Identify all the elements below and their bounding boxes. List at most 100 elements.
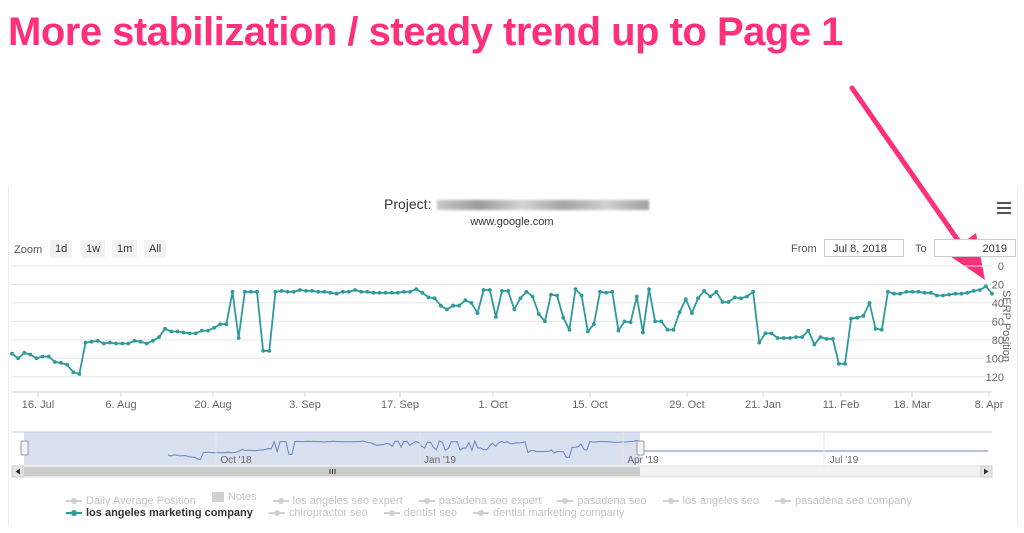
data-point — [561, 315, 566, 320]
zoom-1w-button[interactable]: 1w — [81, 240, 106, 258]
legend-item[interactable]: chiropractor seo — [268, 507, 368, 519]
data-point — [169, 329, 174, 334]
data-point — [487, 288, 492, 292]
from-date-input[interactable]: Jul 8, 2018 — [824, 239, 904, 257]
zoom-1d-button[interactable]: 1d — [50, 240, 73, 258]
y-axis-title: SERP Position — [1000, 290, 1012, 362]
data-point — [108, 340, 112, 345]
data-point — [634, 294, 639, 299]
zoom-all-button[interactable]: All — [144, 240, 167, 258]
data-point — [65, 362, 69, 367]
legend-item[interactable]: los angeles marketing company — [66, 507, 253, 519]
legend-row-1: Daily Average Position Notes los angeles s… — [66, 491, 928, 507]
data-point — [543, 319, 547, 324]
data-point — [977, 288, 982, 292]
legend-label: Daily Average Position — [86, 495, 196, 507]
navigator-series — [167, 439, 641, 460]
data-point — [218, 322, 223, 327]
data-point — [291, 289, 296, 294]
data-point — [83, 340, 88, 345]
project-name-redacted — [437, 200, 650, 211]
legend-line-icon — [775, 498, 792, 504]
data-point — [230, 289, 235, 294]
legend-line-icon — [557, 498, 574, 504]
data-point — [457, 303, 461, 308]
hamburger-menu-icon[interactable] — [997, 202, 1011, 214]
data-point — [242, 289, 247, 294]
data-point — [334, 291, 339, 296]
zoom-label: Zoom — [14, 244, 43, 256]
legend-item[interactable]: dentist marketing company — [472, 507, 625, 519]
data-point — [506, 289, 510, 293]
navigator-handle-right[interactable] — [636, 440, 645, 456]
data-point — [304, 289, 308, 293]
legend-label: pasadena seo — [577, 495, 647, 507]
data-point — [249, 289, 253, 294]
legend-label: pasadena seo company — [795, 495, 912, 507]
data-point — [310, 289, 314, 293]
legend-label: dentist seo — [403, 507, 457, 519]
data-point — [200, 328, 204, 333]
data-point — [481, 288, 486, 292]
data-point — [659, 319, 664, 324]
data-point — [206, 328, 210, 333]
data-point — [830, 337, 835, 341]
data-point — [781, 336, 786, 340]
y-tick-label: 80 — [992, 335, 1004, 347]
data-point — [843, 361, 847, 366]
data-point — [22, 350, 27, 355]
to-date-input[interactable]: 2019 — [934, 239, 1016, 257]
data-point — [849, 316, 853, 321]
legend-label: dentist marketing company — [492, 507, 625, 519]
data-point — [610, 289, 615, 294]
data-point — [322, 289, 327, 294]
y-tick-label: 40 — [992, 298, 1004, 310]
data-point — [555, 293, 559, 298]
data-point — [739, 296, 743, 301]
legend-item[interactable]: dentist seo — [383, 507, 457, 519]
legend-item[interactable]: pasadena seo expert — [418, 495, 541, 507]
data-point — [132, 338, 137, 343]
legend-item[interactable]: los angeles seo expert — [272, 495, 403, 507]
data-point — [396, 290, 400, 295]
data-point — [512, 307, 517, 312]
data-point — [469, 301, 474, 305]
data-point — [573, 287, 578, 291]
data-point — [163, 326, 168, 331]
data-point — [769, 331, 774, 336]
data-point — [347, 289, 351, 294]
data-point — [818, 335, 823, 339]
data-point — [255, 289, 259, 294]
data-point — [285, 289, 290, 294]
data-point — [953, 291, 958, 296]
data-point — [359, 289, 363, 294]
data-point — [671, 327, 676, 332]
data-point — [579, 293, 584, 298]
data-point — [775, 336, 780, 340]
scrollbar-grip-icon — [329, 469, 336, 474]
legend-box-icon — [211, 492, 224, 502]
legend-item[interactable]: pasadena seo — [557, 495, 647, 507]
zoom-1m-button[interactable]: 1m — [112, 240, 138, 258]
data-point — [928, 290, 933, 295]
data-point — [641, 330, 645, 335]
data-point — [800, 335, 804, 339]
data-point — [714, 289, 719, 294]
data-point — [224, 322, 229, 327]
legend-item[interactable]: Notes — [211, 491, 257, 503]
legend-line-icon — [66, 498, 82, 504]
data-point — [990, 291, 994, 296]
data-point — [794, 335, 798, 339]
data-point — [696, 296, 700, 301]
legend-item[interactable]: los angeles seo — [662, 495, 759, 507]
data-point — [690, 311, 694, 315]
navigator-selected-range — [24, 432, 640, 465]
to-label: To — [915, 243, 927, 255]
legend-item[interactable]: Daily Average Position — [66, 495, 196, 507]
data-point — [181, 330, 186, 335]
headline: More stabilization / steady trend up to … — [8, 10, 843, 54]
legend-line-icon — [662, 498, 679, 504]
navigator-handle-left[interactable] — [20, 440, 29, 456]
legend-item[interactable]: pasadena seo company — [775, 495, 912, 507]
x-tick-label: 18. Mar — [893, 399, 931, 411]
